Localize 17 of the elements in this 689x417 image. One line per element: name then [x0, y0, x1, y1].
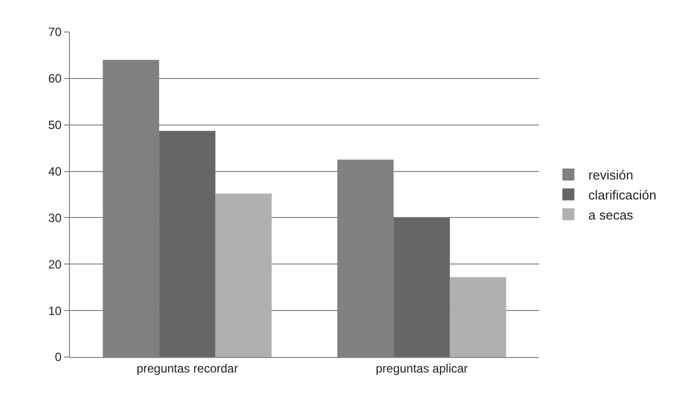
y-tick-label: 10 — [48, 304, 62, 318]
y-tick-label: 0 — [54, 350, 62, 364]
y-tick-label: 30 — [48, 210, 62, 225]
bar — [159, 130, 216, 357]
y-tick-label: 60 — [48, 72, 62, 86]
bar — [450, 277, 506, 357]
y-tick-label: 50 — [48, 118, 62, 132]
bar — [394, 218, 450, 357]
x-tick-label: preguntas aplicar — [376, 361, 468, 376]
y-tick-label: 40 — [48, 164, 62, 178]
y-tick-label: 20 — [48, 257, 62, 272]
legend-label: clarificación — [588, 187, 656, 202]
y-tick-label: 70 — [48, 25, 62, 40]
legend-label: revisión — [588, 168, 634, 183]
legend-label: a secas — [588, 207, 634, 222]
x-tick-label: preguntas recordar — [136, 361, 238, 376]
bar — [215, 194, 272, 357]
